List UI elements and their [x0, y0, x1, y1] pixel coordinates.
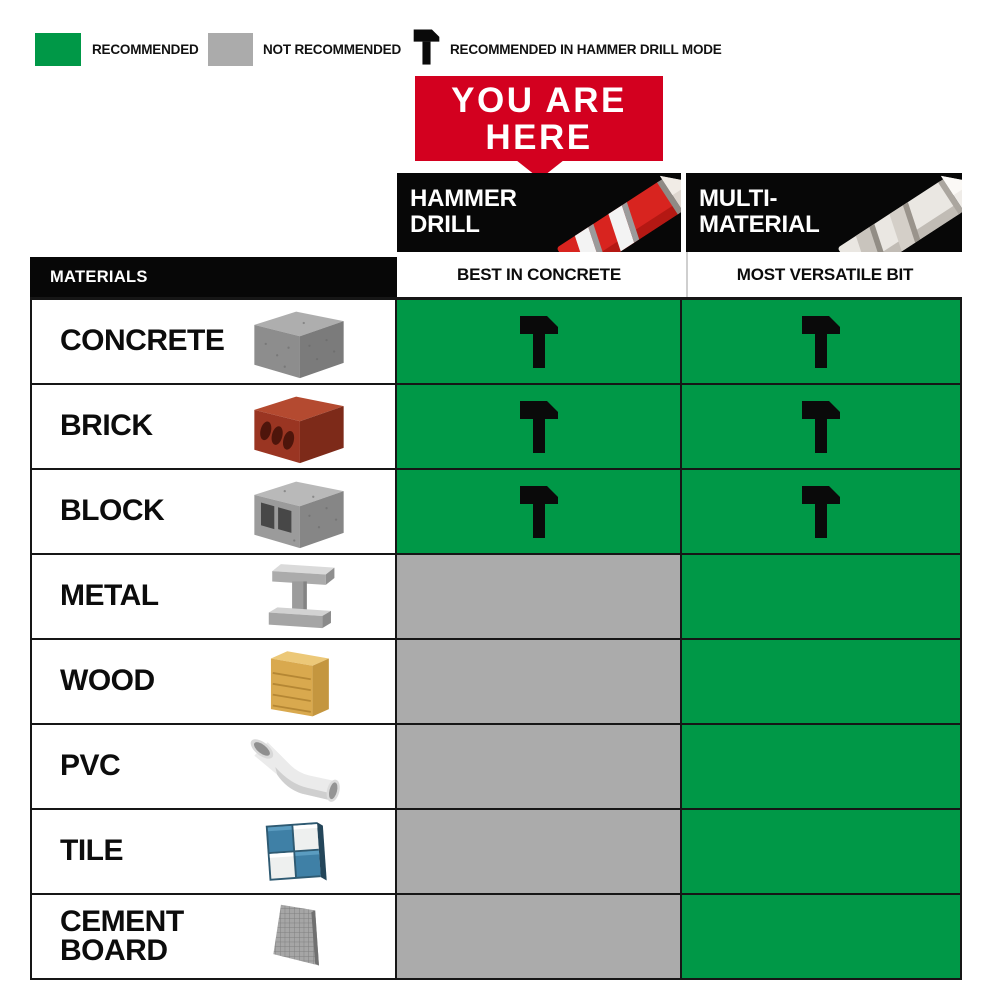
- table-row-tile: TILE: [32, 810, 960, 895]
- you-are-here-banner: YOU ARE HERE: [415, 76, 663, 161]
- cell-brick-multi-material: [682, 385, 960, 468]
- material-label: BLOCK: [60, 494, 165, 528]
- hammer-mode-icon: [801, 485, 841, 539]
- table-row-concrete: CONCRETE: [32, 300, 960, 385]
- legend-label-hammer-mode: RECOMMENDED IN HAMMER DRILL MODE: [450, 42, 722, 57]
- brick-image: [240, 389, 358, 465]
- cell-cement-board-hammer-drill: [397, 895, 682, 978]
- table-row-metal: METAL: [32, 555, 960, 640]
- banner-line-2: HERE: [485, 118, 593, 157]
- table-row-cement-board: CEMENT BOARD: [32, 895, 960, 978]
- material-cell: WOOD: [32, 640, 397, 723]
- hammer-mode-icon: [519, 400, 559, 454]
- material-cell: CEMENT BOARD: [32, 895, 397, 978]
- cell-wood-multi-material: [682, 640, 960, 723]
- legend-label-not-recommended: NOT RECOMMENDED: [263, 42, 401, 57]
- column-header-hammer-drill: HAMMER DRILL: [397, 173, 681, 252]
- cell-block-multi-material: [682, 470, 960, 553]
- table-row-brick: BRICK: [32, 385, 960, 470]
- hammer-mode-icon: [519, 315, 559, 369]
- hammer-drill-bit-image: [533, 173, 681, 252]
- table-row-wood: WOOD: [32, 640, 960, 725]
- material-label: METAL: [60, 579, 159, 613]
- subheader-most-versatile: MOST VERSATILE BIT: [686, 252, 962, 297]
- hammer-mode-icon: [801, 315, 841, 369]
- material-cell: TILE: [32, 810, 397, 893]
- cell-tile-hammer-drill: [397, 810, 682, 893]
- pvc-image: [240, 729, 358, 805]
- cement-board-image: [240, 899, 358, 975]
- material-cell: BRICK: [32, 385, 397, 468]
- hammer-drill-mode-icon: [413, 27, 440, 72]
- multi-material-title: MULTI- MATERIAL: [699, 185, 820, 238]
- cell-cement-board-multi-material: [682, 895, 960, 978]
- cell-metal-hammer-drill: [397, 555, 682, 638]
- metal-image: [240, 559, 358, 635]
- recommended-color-swatch: [35, 33, 81, 66]
- cell-wood-hammer-drill: [397, 640, 682, 723]
- material-label: BRICK: [60, 409, 153, 443]
- banner-line-1: YOU ARE: [451, 81, 627, 120]
- cell-block-hammer-drill: [397, 470, 682, 553]
- material-label: TILE: [60, 834, 124, 868]
- cell-brick-hammer-drill: [397, 385, 682, 468]
- hammer-mode-icon: [519, 485, 559, 539]
- material-cell: CONCRETE: [32, 300, 397, 383]
- material-label: CONCRETE: [60, 324, 225, 358]
- cell-pvc-multi-material: [682, 725, 960, 808]
- concrete-image: [240, 304, 358, 380]
- cell-concrete-multi-material: [682, 300, 960, 383]
- multi-material-bit-image: [814, 173, 962, 252]
- table-row-pvc: PVC: [32, 725, 960, 810]
- hammer-mode-icon: [801, 400, 841, 454]
- wood-image: [240, 644, 358, 720]
- material-label: PVC: [60, 749, 121, 783]
- material-label: CEMENT BOARD: [60, 905, 184, 967]
- cell-metal-multi-material: [682, 555, 960, 638]
- block-image: [240, 474, 358, 550]
- not-recommended-color-swatch: [208, 33, 253, 66]
- cell-pvc-hammer-drill: [397, 725, 682, 808]
- material-cell: BLOCK: [32, 470, 397, 553]
- tile-image: [240, 814, 358, 890]
- subheader-best-in-concrete: BEST IN CONCRETE: [397, 252, 681, 297]
- cell-concrete-hammer-drill: [397, 300, 682, 383]
- comparison-table: CONCRETE BRICK: [30, 297, 962, 980]
- material-cell: METAL: [32, 555, 397, 638]
- column-header-multi-material: MULTI- MATERIAL: [686, 173, 962, 252]
- legend-label-recommended: RECOMMENDED: [92, 42, 199, 57]
- table-row-block: BLOCK: [32, 470, 960, 555]
- hammer-drill-title: HAMMER DRILL: [410, 185, 517, 238]
- material-label: WOOD: [60, 664, 155, 698]
- material-cell: PVC: [32, 725, 397, 808]
- materials-header: MATERIALS: [30, 257, 397, 297]
- cell-tile-multi-material: [682, 810, 960, 893]
